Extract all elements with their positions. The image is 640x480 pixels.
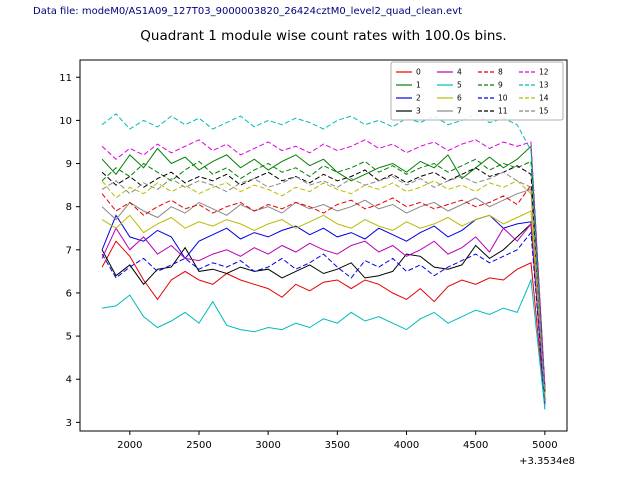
series-line-12 bbox=[101, 139, 546, 386]
x-tick-label: 4000 bbox=[394, 440, 419, 451]
legend-label-7: 7 bbox=[457, 107, 462, 116]
axes-frame bbox=[79, 59, 568, 432]
legend-label-0: 0 bbox=[416, 68, 421, 77]
series-line-2 bbox=[101, 214, 546, 401]
legend-label-9: 9 bbox=[498, 81, 503, 90]
legend-label-13: 13 bbox=[539, 81, 549, 90]
y-tick-label: 3 bbox=[66, 418, 72, 429]
plot-area bbox=[80, 60, 567, 431]
series-line-11 bbox=[101, 165, 546, 393]
legend-label-8: 8 bbox=[498, 68, 503, 77]
x-tick-label: 3500 bbox=[325, 440, 350, 451]
series-line-10 bbox=[101, 231, 546, 404]
y-tick-label: 7 bbox=[66, 245, 72, 256]
legend-box bbox=[390, 61, 564, 121]
legend-label-10: 10 bbox=[498, 94, 508, 103]
legend-label-6: 6 bbox=[457, 94, 462, 103]
series-line-4 bbox=[101, 222, 546, 406]
series-line-15 bbox=[101, 171, 546, 395]
legend-label-12: 12 bbox=[539, 68, 549, 77]
series-line-8 bbox=[101, 183, 546, 401]
y-tick-label: 9 bbox=[66, 159, 72, 170]
x-axis-offset-label: +3.3534e8 bbox=[519, 456, 575, 467]
series-line-7 bbox=[101, 188, 546, 399]
series-line-5 bbox=[102, 278, 546, 410]
legend-label-4: 4 bbox=[457, 68, 462, 77]
series-line-3 bbox=[101, 222, 546, 401]
legend-label-11: 11 bbox=[498, 107, 508, 116]
x-tick-label: 3000 bbox=[255, 440, 280, 451]
legend-label-3: 3 bbox=[416, 107, 421, 116]
x-tick-label: 4500 bbox=[463, 440, 488, 451]
y-tick-label: 5 bbox=[66, 332, 72, 343]
legend-label-2: 2 bbox=[416, 94, 421, 103]
series-line-9 bbox=[101, 158, 546, 391]
y-tick-label: 10 bbox=[59, 116, 72, 127]
series-line-14 bbox=[101, 180, 546, 397]
x-tick-label: 2000 bbox=[117, 440, 142, 451]
legend-label-5: 5 bbox=[457, 81, 462, 90]
data-file-label: Data file: modeM0/AS1A09_127T03_90000038… bbox=[33, 6, 463, 17]
legend-label-1: 1 bbox=[416, 81, 421, 90]
x-tick-label: 2500 bbox=[186, 440, 211, 451]
series-line-1 bbox=[101, 145, 546, 388]
legend-label-14: 14 bbox=[539, 94, 549, 103]
chart-title: Quadrant 1 module wise count rates with … bbox=[140, 28, 507, 44]
y-tick-label: 11 bbox=[59, 73, 72, 84]
series-line-6 bbox=[101, 210, 546, 397]
y-tick-label: 6 bbox=[66, 288, 72, 299]
y-tick-label: 4 bbox=[66, 375, 72, 386]
series-line-0 bbox=[101, 240, 546, 406]
x-tick-label: 5000 bbox=[532, 440, 557, 451]
y-tick-label: 8 bbox=[66, 202, 72, 213]
legend-label-15: 15 bbox=[539, 107, 549, 116]
